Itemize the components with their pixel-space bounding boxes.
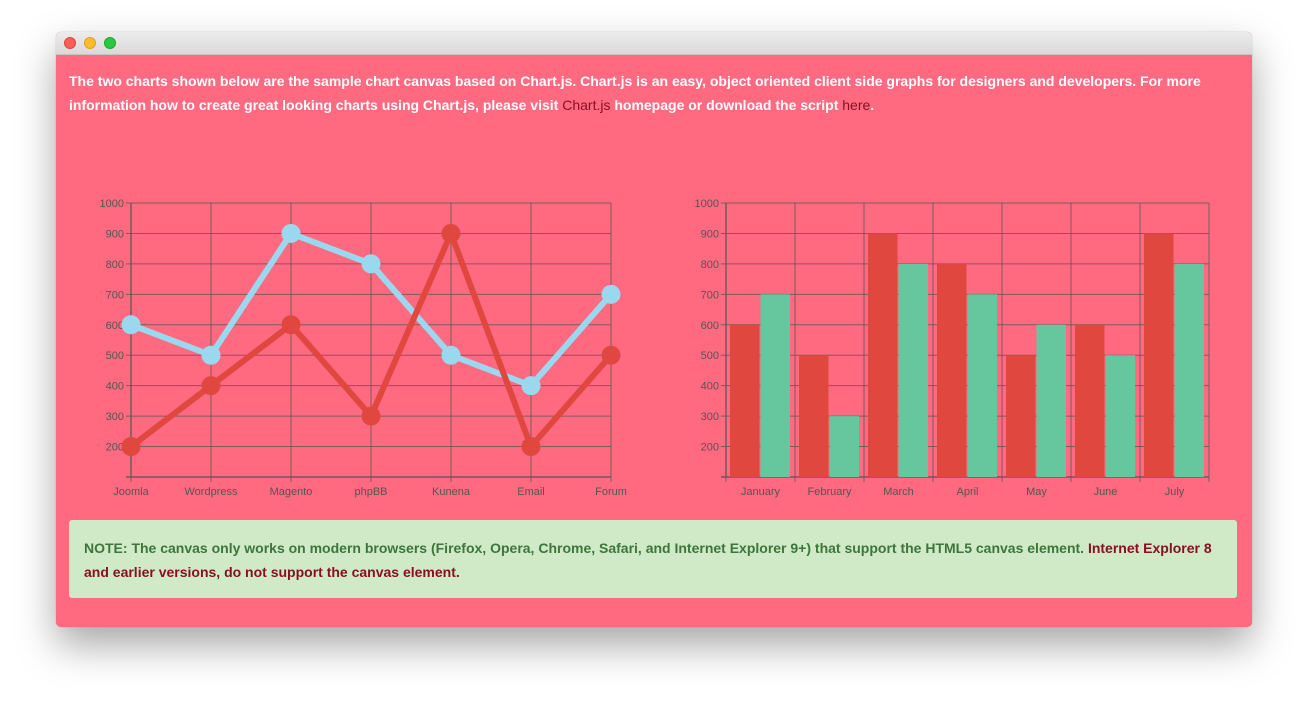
bar-chart-bar — [760, 294, 790, 477]
line-chart-data-point — [281, 315, 301, 335]
zoom-window-button[interactable] — [104, 37, 116, 49]
line-chart-data-point — [601, 284, 621, 304]
line-chart-x-tick-label: phpBB — [354, 486, 387, 498]
bar-chart-y-tick-label: 500 — [701, 350, 719, 362]
browser-support-note: NOTE: The canvas only works on modern br… — [69, 520, 1237, 598]
bar-chart-bar — [829, 416, 859, 477]
bar-chart-y-tick-label: 900 — [701, 228, 719, 240]
line-chart-x-tick-label: Forum — [595, 486, 627, 498]
page-content: The two charts shown below are the sampl… — [56, 55, 1252, 627]
line-chart-y-tick-label: 1000 — [100, 198, 124, 210]
bar-chart-x-tick-label: June — [1094, 486, 1118, 498]
line-chart-y-tick-label: 900 — [106, 228, 124, 240]
line-chart-data-point — [121, 315, 141, 335]
download-script-link[interactable]: here — [842, 97, 871, 113]
window-titlebar — [56, 32, 1252, 55]
bar-chart-bar — [799, 355, 829, 477]
line-chart-data-point — [521, 376, 541, 396]
bar-chart-y-tick-label: 200 — [701, 442, 719, 454]
bar-chart-bar — [868, 233, 898, 477]
bar-chart-bar — [730, 324, 760, 477]
line-chart-y-tick-label: 500 — [106, 350, 124, 362]
line-chart-x-tick-label: Email — [517, 486, 545, 498]
note-warning: Internet Explorer 8 and earlier versions… — [84, 540, 1212, 580]
minimize-window-button[interactable] — [84, 37, 96, 49]
line-chart-data-point — [441, 345, 461, 365]
intro-text-middle: homepage or download the script — [610, 97, 843, 113]
bar-chart-x-tick-label: March — [883, 486, 914, 498]
line-chart-data-point — [521, 437, 541, 457]
line-chart-y-tick-label: 200 — [106, 442, 124, 454]
line-chart-data-point — [201, 345, 221, 365]
bar-chart-y-tick-label: 300 — [701, 411, 719, 423]
bar-chart-x-tick-label: February — [807, 486, 852, 498]
browser-window: The two charts shown below are the sampl… — [56, 32, 1252, 627]
line-chart-data-point — [121, 437, 141, 457]
bar-chart-bar — [1006, 355, 1036, 477]
bar-chart-x-tick-label: January — [741, 486, 781, 498]
bar-chart-bar — [1174, 263, 1204, 477]
close-window-button[interactable] — [64, 37, 76, 49]
bar-chart-y-tick-label: 1000 — [695, 198, 719, 210]
intro-text: The two charts shown below are the sampl… — [69, 73, 1201, 113]
line-chart: 200 300 400 500 600 700 800 900 1000 Joomla Wordpr… — [100, 198, 627, 498]
bar-chart-y-tick-label: 800 — [701, 259, 719, 271]
line-chart-data-point — [601, 345, 621, 365]
line-chart-data-point — [361, 254, 381, 274]
bar-chart: 200 300 400 500 600 700 800 900 1000 January Febru… — [695, 198, 1210, 498]
chartjs-homepage-link[interactable]: Chart.js — [562, 97, 611, 113]
bar-chart-bar — [1105, 355, 1135, 477]
bar-chart-bar — [967, 294, 997, 477]
line-chart-x-tick-label: Magento — [270, 486, 313, 498]
bar-chart-x-tick-label: May — [1026, 486, 1047, 498]
line-chart-y-tick-label: 800 — [106, 259, 124, 271]
line-chart-data-point — [361, 406, 381, 426]
line-chart-x-tick-label: Kunena — [432, 486, 471, 498]
intro-paragraph: The two charts shown below are the sampl… — [69, 69, 1241, 117]
line-chart-data-point — [441, 223, 461, 243]
line-chart-y-tick-label: 300 — [106, 411, 124, 423]
bar-chart-x-tick-label: April — [956, 486, 978, 498]
bar-chart-y-tick-label: 600 — [701, 320, 719, 332]
bar-chart-bar — [1144, 233, 1174, 477]
intro-text-end: . — [870, 97, 875, 113]
line-chart-y-tick-label: 700 — [106, 289, 124, 301]
bar-chart-x-tick-label: July — [1165, 486, 1185, 498]
line-chart-x-tick-label: Joomla — [113, 486, 149, 498]
line-chart-data-point — [201, 376, 221, 396]
line-chart-data-point — [281, 223, 301, 243]
bar-chart-y-tick-label: 400 — [701, 381, 719, 393]
bar-chart-bar — [1075, 324, 1105, 477]
line-chart-x-tick-label: Wordpress — [185, 486, 238, 498]
bar-chart-bar — [1036, 324, 1066, 477]
note-text: NOTE: The canvas only works on modern br… — [84, 540, 1088, 556]
line-chart-y-tick-label: 600 — [106, 320, 124, 332]
line-chart-y-tick-label: 400 — [106, 381, 124, 393]
bar-chart-bar — [898, 263, 928, 477]
bar-chart-bar — [937, 263, 967, 477]
bar-chart-y-tick-label: 700 — [701, 289, 719, 301]
